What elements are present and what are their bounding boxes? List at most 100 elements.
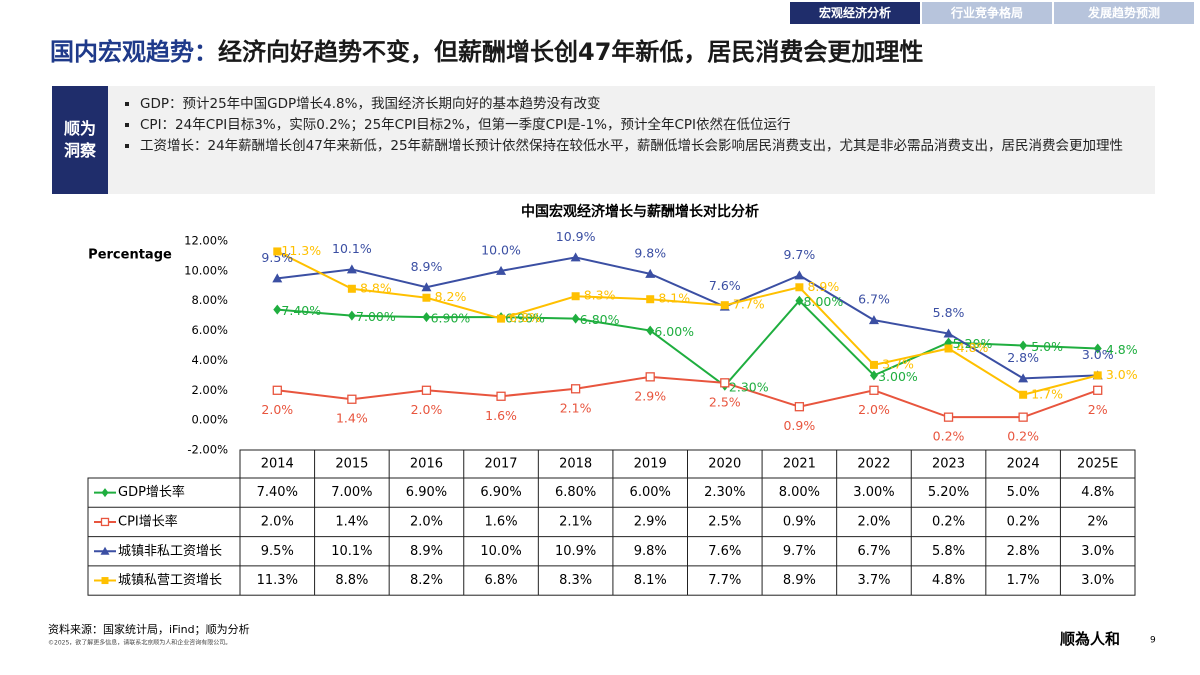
table-cell: 0.2%: [1007, 514, 1040, 529]
y-tick-label: 2.00%: [191, 383, 228, 397]
nav-tab[interactable]: 行业竞争格局: [922, 2, 1052, 24]
y-tick-label: 6.00%: [191, 323, 228, 337]
title-rest: 经济向好趋势不变，但薪酬增长创47年新低，居民消费会更加理性: [218, 38, 924, 66]
table-cell: 8.2%: [410, 573, 443, 588]
data-label: 2.5%: [709, 394, 741, 409]
table-cell: 8.8%: [335, 573, 368, 588]
marker: [1018, 373, 1029, 383]
data-label: 2.0%: [261, 402, 293, 417]
nav-tab[interactable]: 宏观经济分析: [790, 2, 920, 24]
x-tick-label: 2016: [410, 457, 443, 472]
table-cell: 5.8%: [932, 544, 965, 559]
data-label: 1.7%: [1031, 386, 1063, 401]
data-label: 8.9%: [807, 279, 839, 294]
table-cell: 5.0%: [1007, 485, 1040, 500]
table-cell: 9.8%: [634, 544, 667, 559]
table-cell: 2.0%: [261, 514, 294, 529]
data-label: 6.00%: [654, 324, 694, 339]
marker: [496, 265, 507, 275]
x-tick-label: 2017: [484, 457, 517, 472]
data-label: 9.5%: [261, 250, 293, 265]
x-tick-label: 2019: [634, 457, 667, 472]
marker: [1093, 343, 1102, 354]
series-line: [277, 375, 1099, 419]
table-cell: 2.30%: [704, 485, 745, 500]
table-cell: 1.4%: [335, 514, 368, 529]
table-cell: 2.9%: [634, 514, 667, 529]
marker: [795, 283, 804, 292]
x-tick-label: 2024: [1007, 457, 1040, 472]
data-label: 2.1%: [560, 400, 592, 415]
table-cell: 6.00%: [630, 485, 671, 500]
data-label: 5.8%: [933, 305, 965, 320]
y-tick-label: 8.00%: [191, 293, 228, 307]
table-cell: 6.7%: [857, 544, 890, 559]
table-cell: 11.3%: [257, 573, 298, 588]
insight-bullet: 工资增长：24年薪酬增长创47年来新低，25年薪酬增长预计依然保持在较低水平，薪…: [140, 136, 1160, 157]
marker: [645, 268, 656, 278]
x-tick-label: 2015: [335, 457, 368, 472]
insight-bullet: GDP：预计25年中国GDP增长4.8%，我国经济长期向好的基本趋势没有改变: [140, 94, 1160, 115]
data-label: 2.8%: [1007, 350, 1039, 365]
table-cell: 0.2%: [932, 514, 965, 529]
data-label: 8.1%: [658, 291, 690, 306]
data-label: 2.9%: [634, 388, 666, 403]
data-label: 2%: [1088, 402, 1108, 417]
legend-label: 城镇非私工资增长: [118, 544, 222, 559]
table-cell: 3.7%: [857, 573, 890, 588]
data-label: 7.6%: [709, 278, 741, 293]
data-label: 2.30%: [729, 379, 769, 394]
table-cell: 9.7%: [783, 544, 816, 559]
y-tick-label: 0.00%: [191, 413, 228, 427]
marker: [570, 384, 581, 394]
marker: [272, 273, 283, 283]
marker: [422, 312, 431, 323]
marker: [273, 247, 282, 256]
data-label: 11.3%: [281, 243, 321, 258]
marker: [943, 328, 954, 338]
marker: [422, 293, 431, 302]
marker: [944, 344, 953, 353]
data-label: 3.0%: [1106, 367, 1138, 382]
marker: [720, 378, 730, 388]
y-tick-label: 12.00%: [184, 234, 228, 248]
table-cell: 6.8%: [485, 573, 518, 588]
table-cell: 2%: [1087, 514, 1108, 529]
table-cell: 8.00%: [779, 485, 820, 500]
nav-tab[interactable]: 发展趋势预测: [1054, 2, 1194, 24]
data-label: 7.40%: [281, 303, 321, 318]
data-label: 4.8%: [1106, 342, 1138, 357]
table-cell: 8.9%: [410, 544, 443, 559]
table-cell: 10.0%: [480, 544, 521, 559]
data-label: 2.0%: [858, 402, 890, 417]
table-cell: 10.9%: [555, 544, 596, 559]
table-cell: 9.5%: [261, 544, 294, 559]
data-label: 7.7%: [733, 297, 765, 312]
series-line: [277, 299, 1098, 388]
series-line: [277, 256, 1098, 380]
table-cell: 7.00%: [331, 485, 372, 500]
data-label: 3.7%: [882, 356, 914, 371]
marker: [868, 315, 879, 325]
marker: [646, 295, 655, 304]
table-cell: 7.40%: [257, 485, 298, 500]
title-lead: 国内宏观趋势：: [50, 38, 218, 66]
legend-marker: [101, 488, 109, 498]
data-label: 4.8%: [957, 340, 989, 355]
marker: [869, 370, 878, 381]
table-cell: 6.80%: [555, 485, 596, 500]
marker: [720, 301, 729, 310]
table-cell: 2.0%: [410, 514, 443, 529]
data-label: 2.0%: [411, 402, 443, 417]
marker: [570, 252, 581, 262]
y-axis-label: Percentage: [88, 248, 172, 263]
x-tick-label: 2014: [261, 457, 294, 472]
x-tick-label: 2022: [857, 457, 890, 472]
table-cell: 6.90%: [480, 485, 521, 500]
marker: [272, 385, 282, 395]
data-label: 5.0%: [1031, 339, 1063, 354]
legend-marker: [100, 546, 110, 555]
data-label: 6.90%: [431, 311, 471, 326]
